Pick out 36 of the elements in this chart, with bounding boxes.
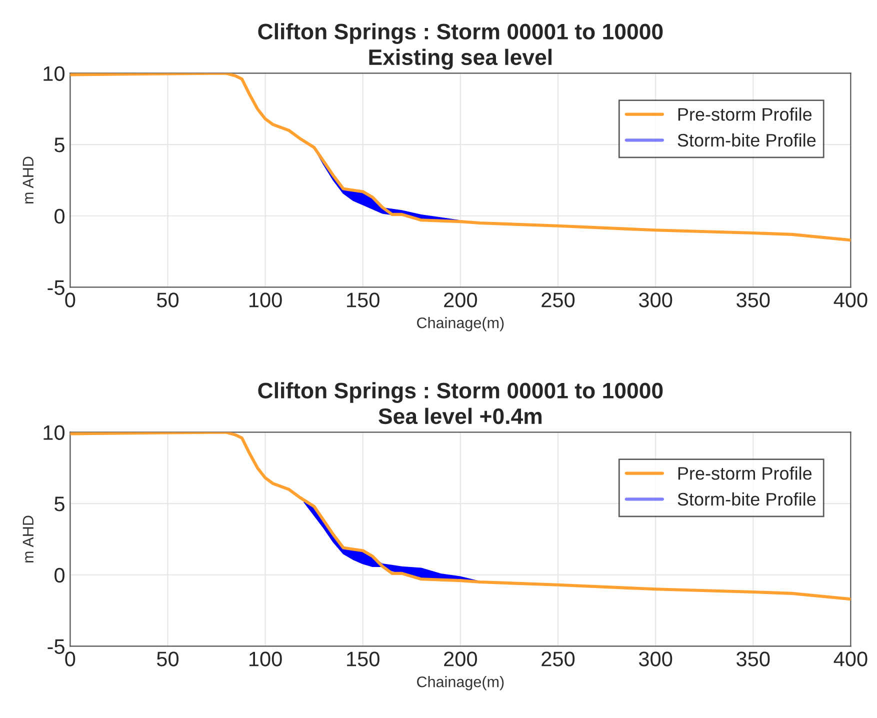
y-tick-label: 10 [44, 66, 64, 81]
x-tick-label: 300 [638, 292, 672, 308]
x-axis-title: Chainage(m) [417, 676, 504, 690]
chart-title: Clifton Springs : Storm 00001 to 10000 Existing sea level [258, 23, 663, 70]
x-tick-label: 50 [156, 292, 178, 308]
x-tick-label: 150 [347, 652, 380, 666]
y-tick-label: 5 [54, 496, 64, 512]
x-tick-label: 400 [834, 292, 868, 308]
x-tick-label: 100 [250, 652, 282, 666]
x-tick-label: 250 [542, 292, 575, 308]
x-tick-label: 300 [638, 652, 672, 666]
legend-label: Storm-bite Profile [678, 133, 816, 147]
x-tick-label: 100 [250, 292, 282, 308]
y-axis-title: m AHD [22, 156, 34, 204]
x-tick-label: 200 [444, 652, 477, 666]
y-tick-label: 10 [44, 425, 64, 440]
y-tick-label: 0 [54, 568, 64, 583]
y-tick-label: -5 [48, 639, 64, 654]
x-tick-label: 250 [542, 652, 575, 666]
legend-label: Storm-bite Profile [678, 492, 816, 506]
x-tick-label: 200 [444, 292, 477, 308]
x-tick-label: 150 [347, 292, 380, 308]
chart-title: Clifton Springs : Storm 00001 to 10000 Sea level +0.4m [258, 382, 663, 424]
y-tick-label: -5 [48, 280, 64, 295]
x-tick-label: 0 [65, 652, 76, 666]
x-tick-label: 350 [736, 652, 770, 666]
legend-label: Pre-storm Profile [678, 466, 812, 480]
x-tick-label: 350 [736, 292, 770, 308]
y-tick-label: 5 [54, 138, 64, 152]
x-tick-label: 0 [65, 292, 76, 308]
x-axis-title: Chainage(m) [417, 317, 504, 332]
x-tick-label: 400 [834, 652, 868, 666]
legend-label: Pre-storm Profile [678, 108, 812, 121]
x-tick-label: 50 [156, 652, 178, 666]
y-tick-label: 0 [54, 208, 64, 224]
y-axis-title: m AHD [22, 516, 34, 562]
